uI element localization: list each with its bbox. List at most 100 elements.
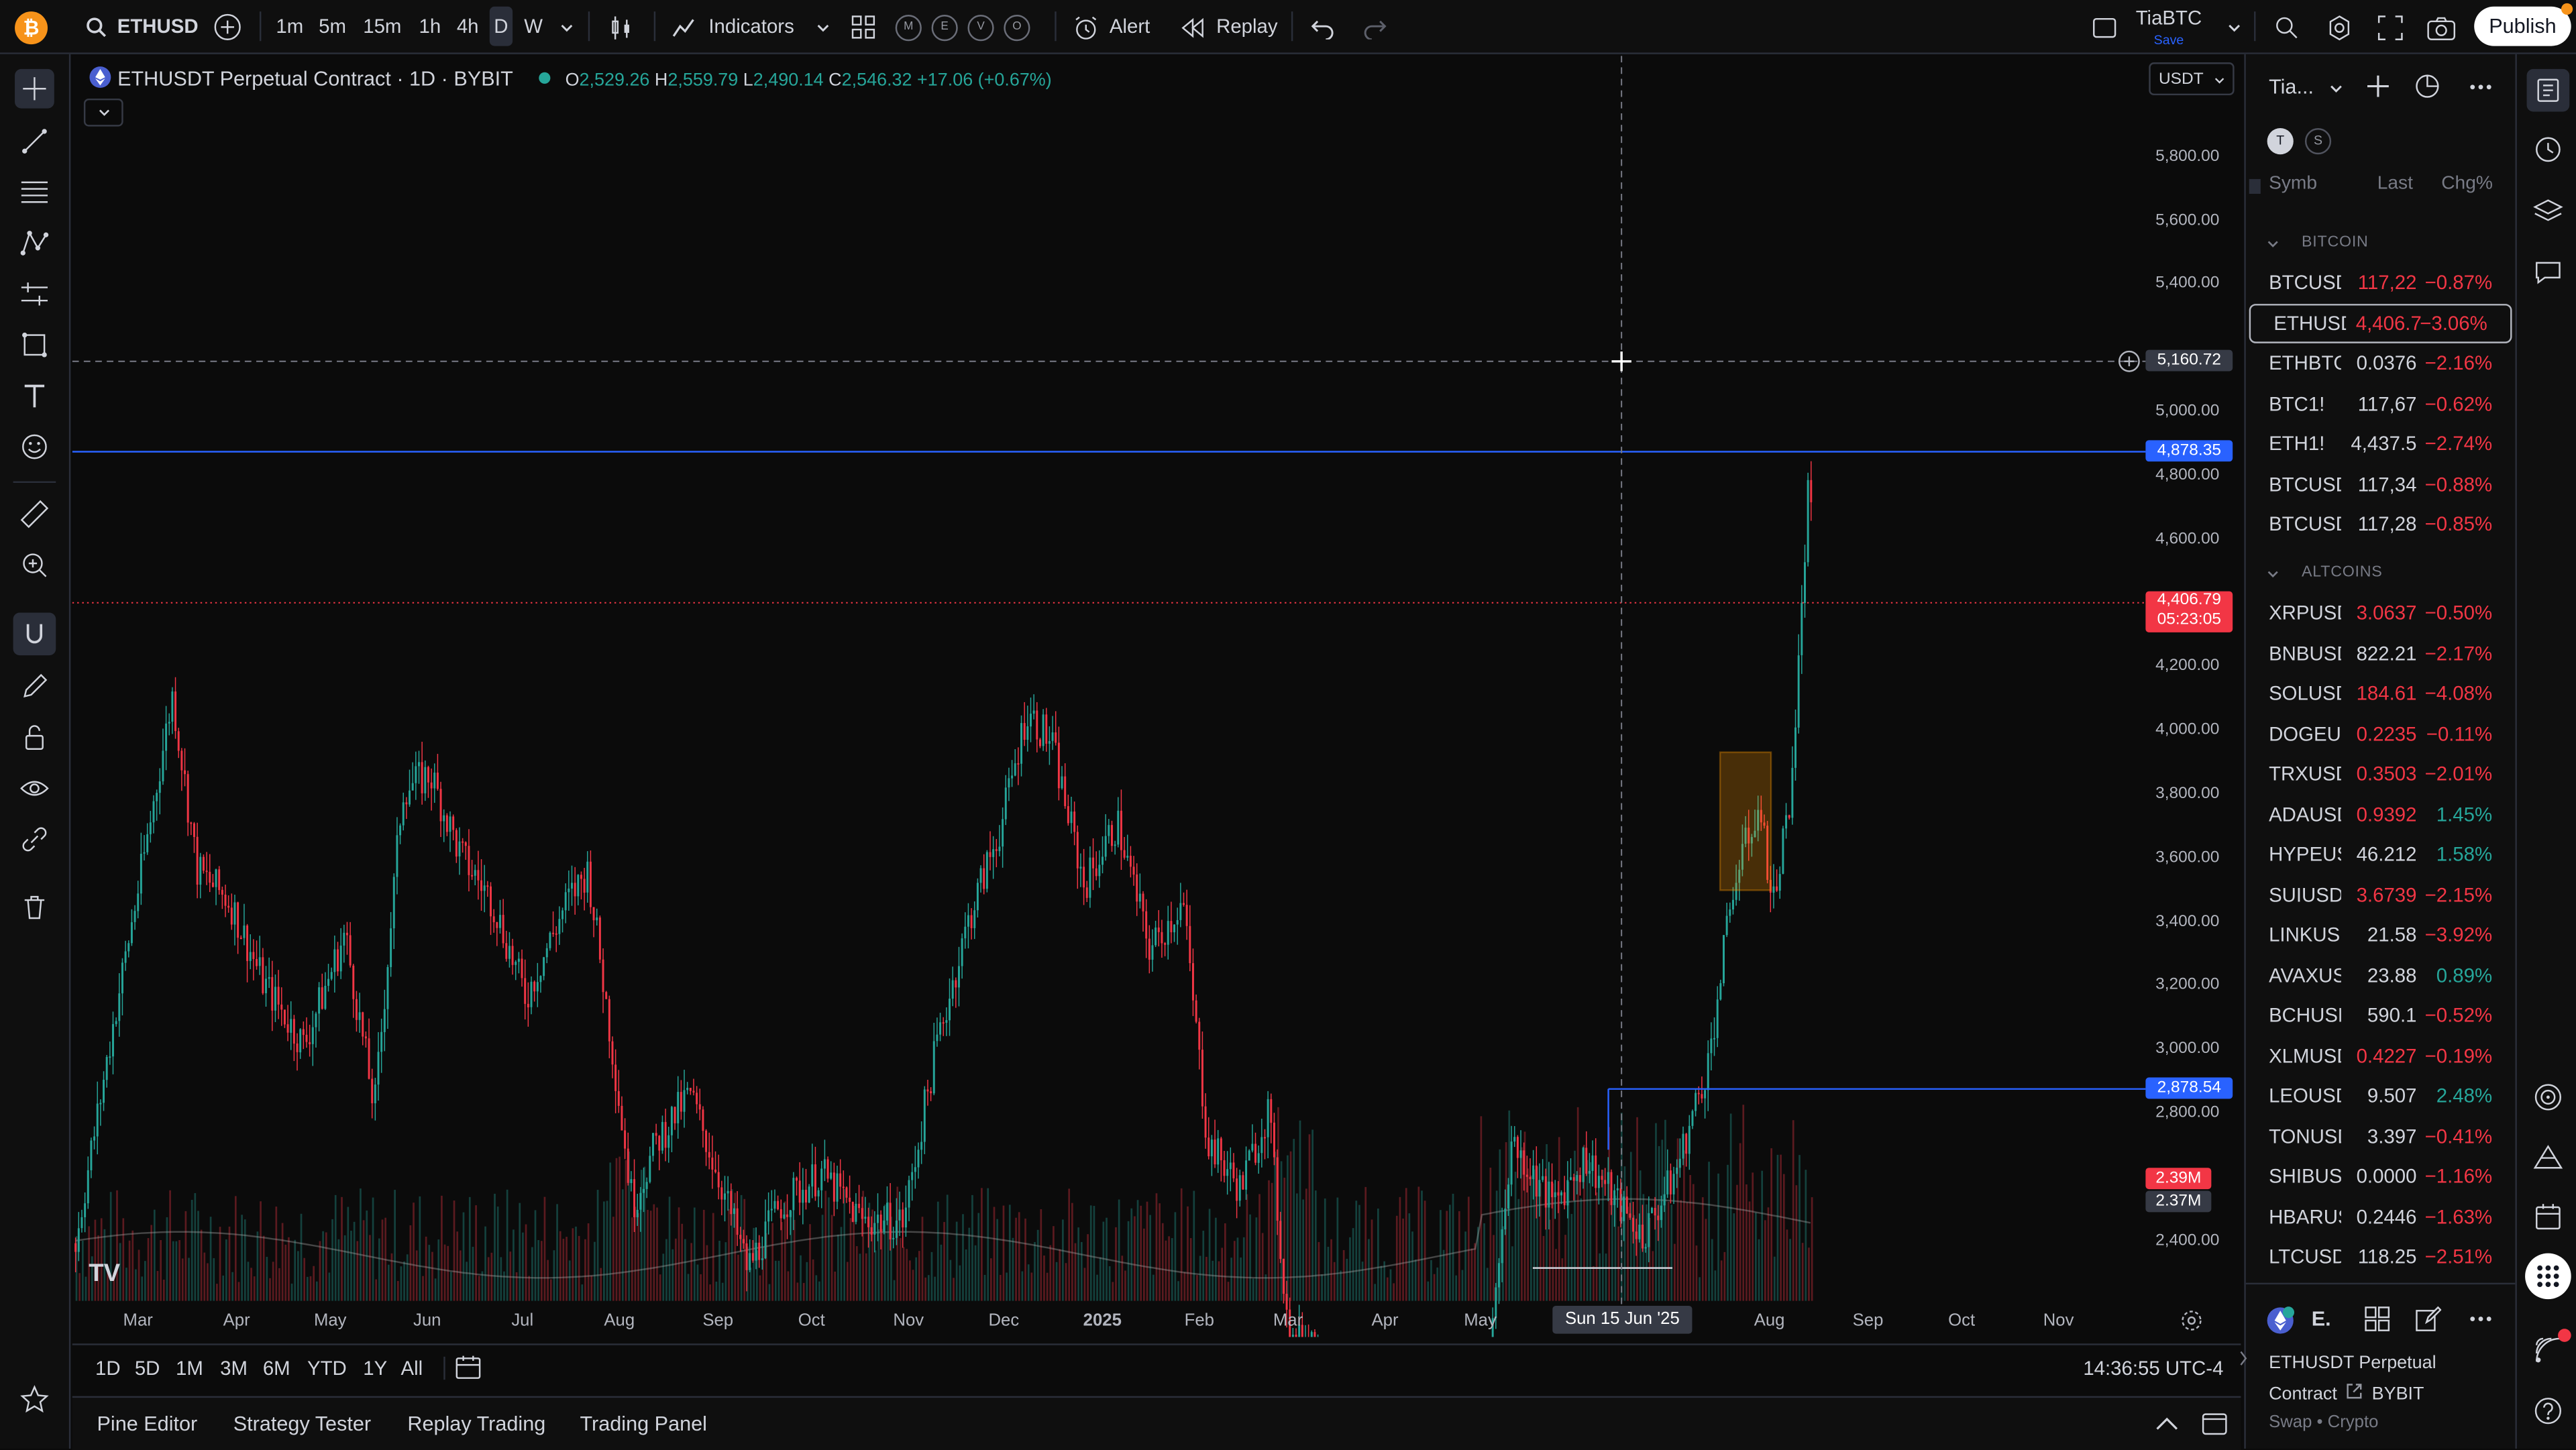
candles-chart-type-icon[interactable] (608, 0, 634, 52)
link-icon[interactable] (15, 820, 54, 859)
range-3m[interactable]: 3M (220, 1356, 248, 1380)
more-options-icon[interactable] (2467, 1306, 2493, 1337)
ideas-pyramid-icon[interactable] (2530, 1140, 2566, 1176)
column-last-header[interactable]: Last (2377, 174, 2413, 194)
grid-view-icon[interactable] (2364, 1306, 2390, 1337)
watchlist-row[interactable]: ADAUSD 0.9392 1.45% (2246, 794, 2516, 834)
crosshair-tool-icon[interactable] (15, 68, 54, 109)
section-collapse-chevron-icon[interactable] (2265, 233, 2280, 256)
watchlist-row[interactable]: LINKUSD 21.58 −3.92% (2246, 915, 2516, 954)
text-tool-icon[interactable] (15, 376, 54, 416)
interval-5m[interactable]: 5m (319, 15, 346, 38)
add-symbol-button[interactable] (213, 0, 241, 52)
range-1d[interactable]: 1D (95, 1356, 121, 1380)
publish-button[interactable]: Publish (2474, 6, 2571, 46)
favorites-star-icon[interactable] (15, 1380, 54, 1419)
advanced-view-icon[interactable] (2414, 72, 2442, 105)
tradingview-logo-icon[interactable]: TV (89, 1259, 120, 1286)
watchlist-row[interactable]: LEOUSD 9.507 2.48% (2246, 1076, 2516, 1115)
interval-w[interactable]: W (524, 15, 543, 38)
watchlist-row[interactable]: ETHBTC 0.0376 −2.16% (2246, 343, 2516, 383)
range-all[interactable]: All (400, 1356, 423, 1380)
range-1y[interactable]: 1Y (363, 1356, 388, 1380)
watchlist-row[interactable]: BTCUSD 117,34 −0.88% (2246, 464, 2516, 504)
symbol-search[interactable]: ETHUSD (85, 0, 199, 52)
section-altcoins[interactable]: ALTCOINS (2302, 563, 2383, 581)
tab-strategy-tester[interactable]: Strategy Tester (233, 1412, 372, 1436)
watchlist-row[interactable]: BTCUSD 117,28 −0.85% (2246, 504, 2516, 544)
add-alert-plus-icon[interactable] (2118, 350, 2141, 378)
rectangle-drawing[interactable] (1719, 751, 1772, 891)
watchlist-row[interactable]: DOGEUS 0.2235 −0.11% (2246, 714, 2516, 753)
interval-dropdown-chevron-icon[interactable] (559, 0, 575, 52)
watchlist-row[interactable]: HYPEUS 46.212 1.58% (2246, 834, 2516, 874)
template-v-button[interactable]: V (967, 14, 994, 41)
watchlist-row[interactable]: ETH1! 4,437.5 −2.74% (2246, 424, 2516, 463)
external-link-icon[interactable] (2345, 1383, 2361, 1399)
layout-single-icon[interactable] (2092, 0, 2118, 52)
interval-1m[interactable]: 1m (276, 15, 304, 38)
interval-1h[interactable]: 1h (419, 15, 441, 38)
bitcoin-logo-icon[interactable]: ₿ (13, 0, 50, 52)
template-e-button[interactable]: E (931, 14, 958, 41)
trend-line-tool-icon[interactable] (15, 121, 54, 161)
tag-s-button[interactable]: S (2304, 128, 2332, 155)
watchlist-chevron-icon[interactable] (2328, 79, 2344, 102)
clock-timezone[interactable]: 14:36:55 UTC-4 (2083, 1356, 2224, 1380)
fullscreen-icon[interactable] (2377, 0, 2404, 52)
apps-grid-icon[interactable] (2525, 1253, 2571, 1300)
range-5d[interactable]: 5D (134, 1356, 160, 1380)
watchlist-row[interactable]: ETHUSD 4,406.7−3.06% (2249, 302, 2512, 343)
go-to-date-calendar-icon[interactable] (455, 1355, 481, 1384)
watchlist-row[interactable]: BTCUSD 117,22 −0.87% (2246, 263, 2516, 302)
lock-icon[interactable] (15, 718, 54, 757)
tab-pine-editor[interactable]: Pine Editor (97, 1412, 198, 1436)
legend-collapse-chevron-icon[interactable] (83, 98, 123, 127)
watchlist-row[interactable]: XRPUSD 3.0637 −0.50% (2246, 593, 2516, 632)
zoom-in-icon[interactable] (15, 545, 54, 585)
details-symbol[interactable]: E. (2311, 1307, 2331, 1331)
chevron-up-icon[interactable] (2154, 1412, 2180, 1441)
object-tree-layers-icon[interactable] (2530, 194, 2566, 230)
watchlist-row[interactable]: BNBUSD 822.21 −2.17% (2246, 633, 2516, 673)
watchlist-row[interactable]: TONUSD 3.397 −0.41% (2246, 1116, 2516, 1156)
watchlist-name[interactable]: Tia... (2269, 75, 2314, 99)
interval-15m[interactable]: 15m (363, 15, 402, 38)
watchlist-row[interactable]: AVAXUS 23.88 0.89% (2246, 955, 2516, 995)
tab-replay-trading[interactable]: Replay Trading (407, 1412, 546, 1436)
target-icon[interactable] (2530, 1079, 2566, 1115)
watchlist-row[interactable]: XLMUSD 0.4227 −0.19% (2246, 1036, 2516, 1075)
range-6m[interactable]: 6M (262, 1356, 290, 1380)
more-options-icon[interactable] (2467, 74, 2493, 105)
alerts-clock-icon[interactable] (2530, 131, 2566, 168)
watchlist-row[interactable]: BTC1! 117,67 −0.62% (2246, 384, 2516, 423)
emoji-smile-icon[interactable] (15, 427, 54, 467)
add-symbol-plus-icon[interactable] (2366, 74, 2391, 103)
range-ytd[interactable]: YTD (307, 1356, 347, 1380)
range-1m[interactable]: 1M (176, 1356, 203, 1380)
watchlist-row[interactable]: LTCUSD 118.25 −2.51% (2246, 1237, 2516, 1276)
interval-4h[interactable]: 4h (456, 15, 479, 38)
quick-search-icon[interactable] (2273, 0, 2300, 52)
section-collapse-chevron-icon[interactable] (2265, 563, 2280, 586)
template-m-button[interactable]: M (895, 14, 922, 41)
pattern-tool-icon[interactable] (15, 223, 54, 263)
currency-selector[interactable]: USDT (2149, 62, 2235, 96)
replay-button[interactable]: Replay (1179, 0, 1278, 52)
magnet-mode-icon[interactable] (13, 612, 56, 656)
watchlist-icon[interactable] (2526, 68, 2570, 112)
account-menu[interactable]: TiaBTC Save (2136, 7, 2202, 59)
watchlist-row[interactable]: BCHUSD 590.1 −0.52% (2246, 995, 2516, 1035)
column-symbol-header[interactable]: Symb (2269, 174, 2318, 194)
layout-grid-icon[interactable] (851, 0, 876, 52)
settings-gear-icon[interactable] (2326, 0, 2353, 52)
chat-bubble-icon[interactable] (2530, 255, 2566, 291)
panel-resize-handle[interactable] (2239, 1349, 2247, 1368)
price-chart-canvas[interactable]: TV (72, 56, 2241, 1337)
indicators-chevron-icon[interactable] (815, 0, 831, 52)
watchlist-row[interactable]: SHIBUS 0.0000 −1.16% (2246, 1156, 2516, 1196)
redo-icon[interactable] (1364, 0, 1387, 52)
template-o-button[interactable]: O (1004, 14, 1030, 41)
projection-tool-icon[interactable] (15, 274, 54, 314)
indicators-button[interactable]: Indicators (670, 0, 794, 52)
